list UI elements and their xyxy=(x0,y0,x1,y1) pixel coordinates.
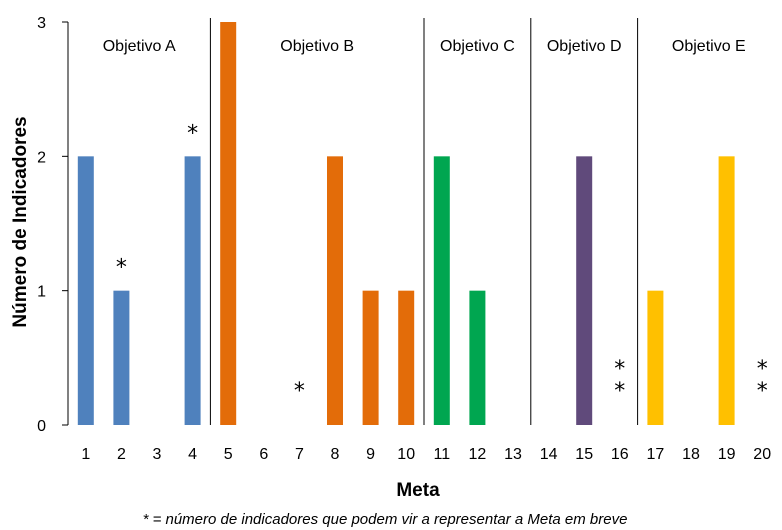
bar xyxy=(398,290,415,425)
footnote: * = número de indicadores que podem vir … xyxy=(143,511,628,528)
x-tick-label: 16 xyxy=(611,446,629,463)
bar xyxy=(433,156,450,426)
group-label: Objetivo D xyxy=(547,38,622,55)
x-tick-label: 18 xyxy=(682,446,700,463)
x-tick-label: 5 xyxy=(224,446,233,463)
x-tick-label: 19 xyxy=(718,446,736,463)
bar xyxy=(469,290,486,425)
x-tick-label: 8 xyxy=(331,446,340,463)
y-tick-label: 3 xyxy=(37,15,46,32)
bars xyxy=(77,22,735,426)
bar xyxy=(327,156,343,426)
y-tick-label: 0 xyxy=(37,418,46,435)
x-tick-label: 15 xyxy=(575,446,593,463)
x-tick-label: 3 xyxy=(153,446,162,463)
x-tick-label: 17 xyxy=(647,446,665,463)
annotation-marker: * * xyxy=(614,357,625,404)
y-axis-title: Número de Indicadores xyxy=(10,116,31,327)
x-tick-label: 13 xyxy=(504,446,522,463)
annotation-marker: * xyxy=(294,379,305,404)
annotation-marker: * * xyxy=(757,357,768,404)
annotation-marker: * xyxy=(116,256,127,281)
x-tick-label: 12 xyxy=(469,446,487,463)
axes: 0 1 2 3 xyxy=(37,15,69,435)
bar xyxy=(576,156,593,426)
x-tick-label: 1 xyxy=(81,446,90,463)
x-tick-label: 14 xyxy=(540,446,558,463)
x-axis-title: Meta xyxy=(396,480,440,501)
labels: Objetivo A Objetivo B Objetivo C Objetivo D… xyxy=(81,38,771,463)
y-tick-label: 2 xyxy=(37,149,46,166)
bar xyxy=(647,290,664,425)
bar xyxy=(220,22,237,425)
x-tick-label: 2 xyxy=(117,446,126,463)
bar xyxy=(184,156,201,426)
bar xyxy=(77,156,94,426)
y-tick-label: 1 xyxy=(37,284,46,301)
group-label: Objetivo A xyxy=(103,38,176,55)
group-label: Objetivo B xyxy=(280,38,354,55)
bar xyxy=(718,156,735,426)
group-dividers xyxy=(209,18,639,425)
group-label: Objetivo E xyxy=(672,38,746,55)
bar xyxy=(362,290,379,425)
x-tick-label: 10 xyxy=(397,446,415,463)
x-tick-label: 11 xyxy=(433,446,450,463)
group-label: Objetivo C xyxy=(440,38,515,55)
x-tick-label: 20 xyxy=(753,446,771,463)
bar xyxy=(113,290,130,425)
x-tick-label: 7 xyxy=(295,446,304,463)
x-tick-label: 9 xyxy=(366,446,375,463)
annotation-marker: * xyxy=(187,121,198,146)
x-tick-label: 4 xyxy=(188,446,197,463)
x-tick-label: 6 xyxy=(259,446,268,463)
